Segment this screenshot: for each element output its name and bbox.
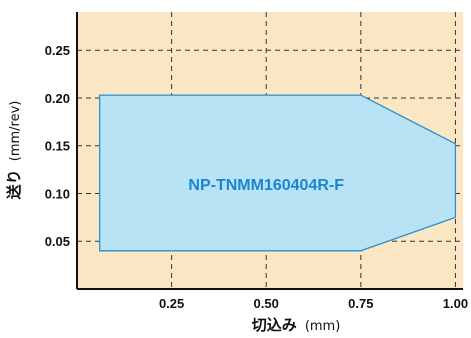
region-label: NP-TNMM160404R-F <box>188 177 344 194</box>
x-tick-label: 0.75 <box>348 296 373 311</box>
operating-region <box>99 94 457 252</box>
y-tick-label: 0.20 <box>45 91 70 106</box>
y-axis-label-unit: (mm/rev) <box>8 101 23 162</box>
x-axis-label-unit: (mm) <box>305 319 340 334</box>
x-tick-labels: 0.25 0.50 0.75 1.00 <box>159 296 468 311</box>
x-axis-label: 切込み (mm) <box>252 315 341 334</box>
x-tick-label: 0.25 <box>159 296 184 311</box>
y-tick-label: 0.05 <box>45 234 70 249</box>
y-axis-label: 送り (mm/rev) <box>4 101 23 201</box>
x-axis-label-main: 切込み <box>252 316 297 334</box>
y-tick-label: 0.25 <box>45 43 70 58</box>
y-tick-label: 0.10 <box>45 186 70 201</box>
y-axis-label-main: 送り <box>5 169 23 200</box>
x-tick-label: 0.50 <box>254 296 279 311</box>
y-tick-labels: 0.05 0.10 0.15 0.20 0.25 <box>45 43 70 249</box>
y-tick-label: 0.15 <box>45 139 70 154</box>
x-tick-label: 1.00 <box>443 296 468 311</box>
